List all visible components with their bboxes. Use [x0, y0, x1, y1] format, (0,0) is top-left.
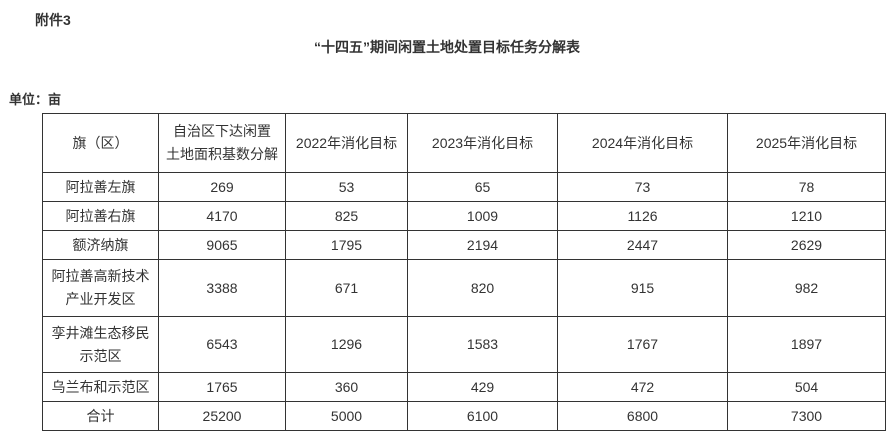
cell-value: 1296 — [285, 316, 408, 373]
row-label: 孪井滩生态移民 示范区 — [42, 316, 159, 373]
cell-value: 1126 — [557, 201, 728, 231]
cell-value: 65 — [407, 172, 558, 202]
cell-value: 53 — [285, 172, 408, 202]
column-header-2025: 2025年消化目标 — [727, 113, 886, 173]
cell-value: 2194 — [407, 230, 558, 260]
cell-value: 504 — [727, 372, 886, 402]
cell-value: 2629 — [727, 230, 886, 260]
cell-value: 6100 — [407, 401, 558, 431]
cell-value: 7300 — [727, 401, 886, 431]
column-header-region: 旗（区） — [42, 113, 159, 173]
table-row: 阿拉善右旗 4170 825 1009 1126 1210 — [42, 201, 886, 231]
table-row: 额济纳旗 9065 1795 2194 2447 2629 — [42, 230, 886, 260]
page-title: “十四五”期间闲置土地处置目标任务分解表 — [314, 39, 580, 55]
cell-value: 78 — [727, 172, 886, 202]
cell-value: 9065 — [158, 230, 286, 260]
table-row: 阿拉善左旗 269 53 65 73 78 — [42, 172, 886, 202]
cell-value: 429 — [407, 372, 558, 402]
cell-value: 1210 — [727, 201, 886, 231]
row-label: 乌兰布和示范区 — [42, 372, 159, 402]
target-task-table: 旗（区） 自治区下达闲置 土地面积基数分解 2022年消化目标 2023年消化目… — [42, 113, 886, 431]
cell-value: 25200 — [158, 401, 286, 431]
attachment-label: 附件3 — [35, 12, 71, 28]
cell-value: 982 — [727, 259, 886, 317]
cell-value: 1765 — [158, 372, 286, 402]
cell-value: 6543 — [158, 316, 286, 373]
cell-value: 1583 — [407, 316, 558, 373]
cell-value: 1897 — [727, 316, 886, 373]
table-row: 孪井滩生态移民 示范区 6543 1296 1583 1767 1897 — [42, 316, 886, 373]
row-label: 额济纳旗 — [42, 230, 159, 260]
unit-label: 单位：亩 — [9, 92, 62, 107]
column-header-2023: 2023年消化目标 — [407, 113, 558, 173]
cell-value: 3388 — [158, 259, 286, 317]
column-header-base-area: 自治区下达闲置 土地面积基数分解 — [158, 113, 286, 173]
cell-value: 1767 — [557, 316, 728, 373]
row-label-total: 合计 — [42, 401, 159, 431]
cell-value: 73 — [557, 172, 728, 202]
column-header-2024: 2024年消化目标 — [557, 113, 728, 173]
cell-value: 1009 — [407, 201, 558, 231]
cell-value: 915 — [557, 259, 728, 317]
cell-value: 360 — [285, 372, 408, 402]
cell-value: 6800 — [557, 401, 728, 431]
cell-value: 4170 — [158, 201, 286, 231]
row-label: 阿拉善高新技术 产业开发区 — [42, 259, 159, 317]
column-header-2022: 2022年消化目标 — [285, 113, 408, 173]
cell-value: 1795 — [285, 230, 408, 260]
cell-value: 671 — [285, 259, 408, 317]
cell-value: 5000 — [285, 401, 408, 431]
cell-value: 472 — [557, 372, 728, 402]
row-label: 阿拉善左旗 — [42, 172, 159, 202]
cell-value: 2447 — [557, 230, 728, 260]
cell-value: 825 — [285, 201, 408, 231]
table-row-total: 合计 25200 5000 6100 6800 7300 — [42, 401, 886, 431]
row-label: 阿拉善右旗 — [42, 201, 159, 231]
table-row: 乌兰布和示范区 1765 360 429 472 504 — [42, 372, 886, 402]
table-header-row: 旗（区） 自治区下达闲置 土地面积基数分解 2022年消化目标 2023年消化目… — [42, 113, 886, 173]
cell-value: 269 — [158, 172, 286, 202]
cell-value: 820 — [407, 259, 558, 317]
table-row: 阿拉善高新技术 产业开发区 3388 671 820 915 982 — [42, 259, 886, 317]
